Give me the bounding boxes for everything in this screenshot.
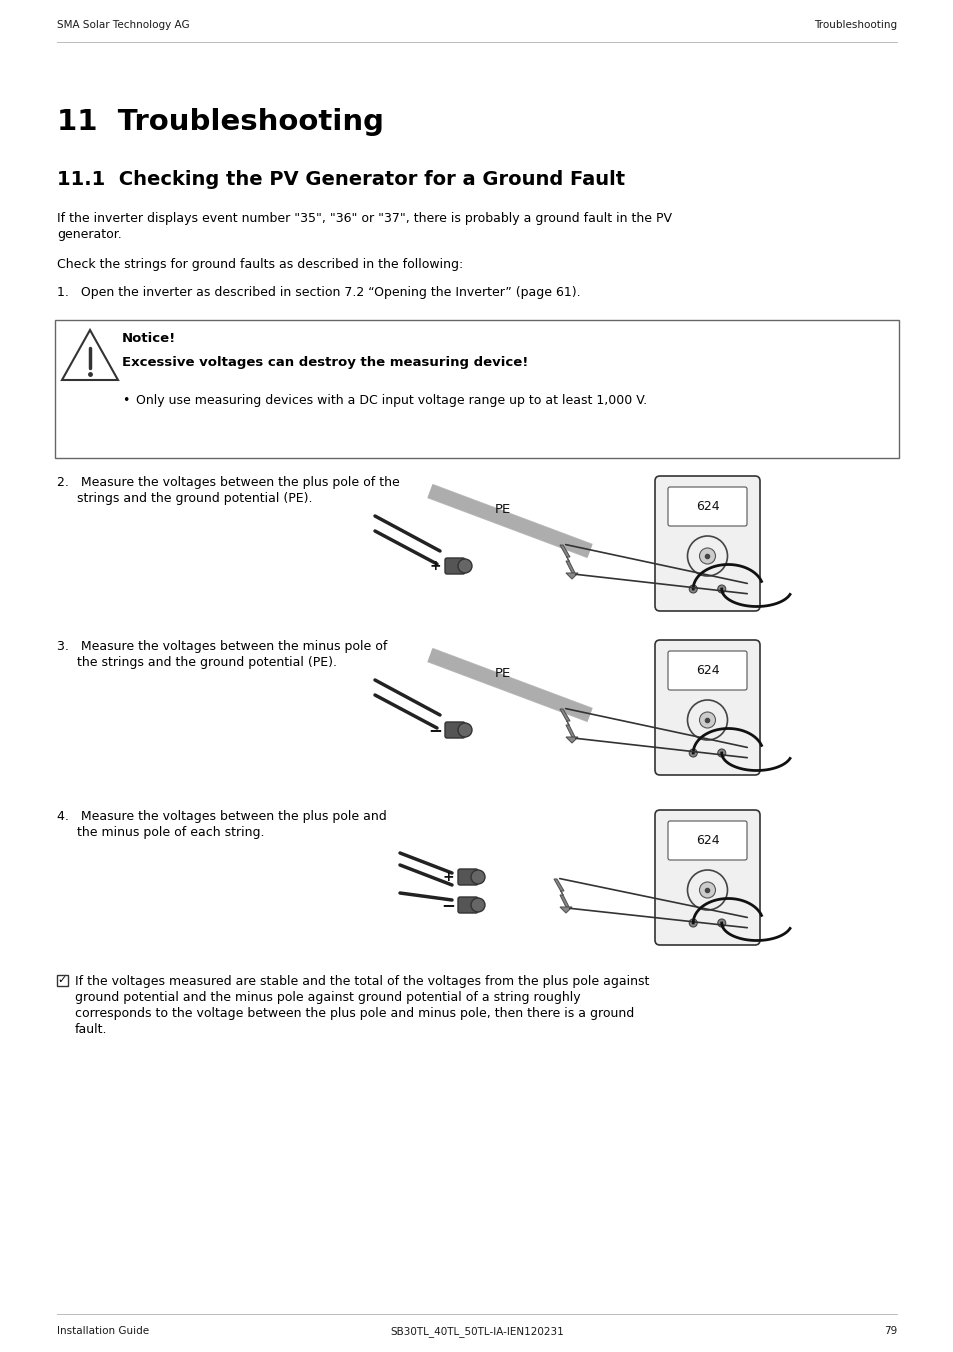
Text: 624: 624 <box>695 833 719 846</box>
Circle shape <box>699 882 715 898</box>
Text: +: + <box>442 869 454 884</box>
FancyBboxPatch shape <box>667 821 746 860</box>
Text: 79: 79 <box>882 1326 896 1336</box>
Text: 11  Troubleshooting: 11 Troubleshooting <box>57 108 384 137</box>
FancyBboxPatch shape <box>667 652 746 690</box>
Circle shape <box>699 548 715 564</box>
Text: strings and the ground potential (PE).: strings and the ground potential (PE). <box>77 492 313 506</box>
Circle shape <box>688 749 697 757</box>
Text: 624: 624 <box>695 499 719 512</box>
Circle shape <box>471 869 484 884</box>
Polygon shape <box>559 708 575 737</box>
FancyBboxPatch shape <box>55 320 898 458</box>
Text: Notice!: Notice! <box>122 333 176 345</box>
Polygon shape <box>559 545 575 573</box>
Text: generator.: generator. <box>57 228 122 241</box>
FancyBboxPatch shape <box>667 487 746 526</box>
Polygon shape <box>565 737 578 744</box>
FancyBboxPatch shape <box>457 869 477 886</box>
Text: 2.   Measure the voltages between the plus pole of the: 2. Measure the voltages between the plus… <box>57 476 399 489</box>
Text: Only use measuring devices with a DC input voltage range up to at least 1,000 V.: Only use measuring devices with a DC inp… <box>136 393 646 407</box>
Circle shape <box>717 919 725 927</box>
Text: SMA Solar Technology AG: SMA Solar Technology AG <box>57 20 190 30</box>
Text: +: + <box>429 558 440 573</box>
Polygon shape <box>565 573 578 579</box>
Text: Troubleshooting: Troubleshooting <box>813 20 896 30</box>
Text: If the inverter displays event number "35", "36" or "37", there is probably a gr: If the inverter displays event number "3… <box>57 212 671 224</box>
Text: If the voltages measured are stable and the total of the voltages from the plus : If the voltages measured are stable and … <box>75 975 649 988</box>
FancyBboxPatch shape <box>57 975 68 986</box>
Text: fault.: fault. <box>75 1023 108 1036</box>
Text: the strings and the ground potential (PE).: the strings and the ground potential (PE… <box>77 656 336 669</box>
Text: 1.   Open the inverter as described in section 7.2 “Opening the Inverter” (page : 1. Open the inverter as described in sec… <box>57 287 580 299</box>
Text: −: − <box>440 896 455 914</box>
Text: corresponds to the voltage between the plus pole and minus pole, then there is a: corresponds to the voltage between the p… <box>75 1007 634 1019</box>
Text: 3.   Measure the voltages between the minus pole of: 3. Measure the voltages between the minu… <box>57 639 387 653</box>
Text: 624: 624 <box>695 664 719 676</box>
FancyBboxPatch shape <box>655 476 760 611</box>
Text: −: − <box>428 721 441 740</box>
Polygon shape <box>554 879 568 907</box>
FancyBboxPatch shape <box>444 722 464 738</box>
Circle shape <box>688 585 697 594</box>
Circle shape <box>471 898 484 913</box>
Circle shape <box>457 723 472 737</box>
FancyBboxPatch shape <box>457 896 477 913</box>
Text: PE: PE <box>495 503 511 516</box>
Text: ground potential and the minus pole against ground potential of a string roughly: ground potential and the minus pole agai… <box>75 991 580 1005</box>
Circle shape <box>717 585 725 594</box>
Text: PE: PE <box>495 667 511 680</box>
Text: 4.   Measure the voltages between the plus pole and: 4. Measure the voltages between the plus… <box>57 810 386 823</box>
Text: SB30TL_40TL_50TL-IA-IEN120231: SB30TL_40TL_50TL-IA-IEN120231 <box>390 1326 563 1337</box>
Text: •: • <box>122 393 130 407</box>
Text: Excessive voltages can destroy the measuring device!: Excessive voltages can destroy the measu… <box>122 356 528 369</box>
Circle shape <box>699 713 715 727</box>
FancyBboxPatch shape <box>444 558 464 575</box>
Text: 11.1  Checking the PV Generator for a Ground Fault: 11.1 Checking the PV Generator for a Gro… <box>57 170 624 189</box>
Circle shape <box>717 749 725 757</box>
Text: Check the strings for ground faults as described in the following:: Check the strings for ground faults as d… <box>57 258 463 270</box>
Text: ✓: ✓ <box>58 976 67 986</box>
Text: the minus pole of each string.: the minus pole of each string. <box>77 826 264 840</box>
Polygon shape <box>559 907 572 913</box>
FancyBboxPatch shape <box>655 810 760 945</box>
Circle shape <box>688 919 697 927</box>
Circle shape <box>457 558 472 573</box>
Text: Installation Guide: Installation Guide <box>57 1326 149 1336</box>
FancyBboxPatch shape <box>655 639 760 775</box>
